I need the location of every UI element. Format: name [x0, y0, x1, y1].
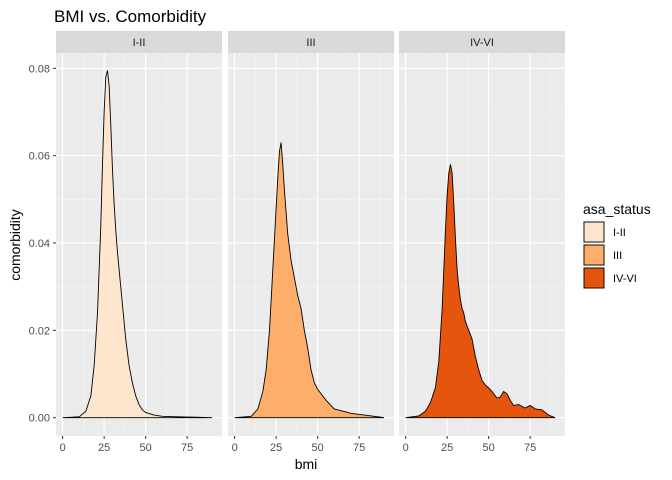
legend-label: I-II: [613, 227, 626, 239]
x-tick-label: 50: [140, 442, 152, 454]
density-area: [234, 142, 385, 419]
x-tick-label: 75: [181, 442, 193, 454]
density-area: [405, 164, 556, 419]
x-tick-label: 50: [312, 442, 324, 454]
panel-background: [56, 53, 222, 436]
facet-strip: [228, 31, 394, 53]
x-tick-label: 0: [60, 442, 66, 454]
y-axis-title: comorbidity: [7, 209, 23, 281]
chart-title: BMI vs. Comorbidity: [54, 7, 207, 26]
facet-panel: I-II: [56, 31, 222, 436]
x-tick-label: 50: [483, 442, 495, 454]
legend-swatch: [583, 221, 605, 243]
facet-panel: III: [228, 31, 394, 436]
x-tick-label: 0: [403, 442, 409, 454]
legend: asa_status I-II III IV-VI: [583, 201, 651, 289]
y-tick-label: 0.08: [29, 63, 50, 75]
facet-strip-label: III: [306, 37, 315, 49]
x-axis: 0 25 50 75 0 25 50 75 0 25 50 75: [60, 436, 536, 454]
density-area: [62, 70, 213, 419]
legend-label: IV-VI: [613, 273, 637, 285]
x-tick-label: 75: [353, 442, 365, 454]
facet-strip: [399, 31, 565, 53]
x-axis-title: bmi: [295, 456, 318, 472]
facet-panel: IV-VI: [399, 31, 565, 436]
x-tick-label: 25: [441, 442, 453, 454]
x-tick-label: 75: [524, 442, 536, 454]
legend-title: asa_status: [583, 201, 651, 217]
y-tick-label: 0.02: [29, 325, 50, 337]
legend-label: III: [613, 250, 622, 262]
facet-strip-label: IV-VI: [470, 37, 494, 49]
x-tick-label: 0: [232, 442, 238, 454]
y-tick-label: 0.06: [29, 151, 50, 163]
legend-swatch: [583, 267, 605, 289]
y-tick-label: 0.04: [29, 238, 50, 250]
panel-background: [399, 53, 565, 436]
y-tick-label: 0.00: [29, 413, 50, 425]
facet-strip: [56, 31, 222, 53]
x-tick-label: 25: [270, 442, 282, 454]
legend-swatch: [583, 244, 605, 266]
facet-panels: I-II III IV-VI: [56, 31, 565, 436]
x-tick-label: 25: [98, 442, 110, 454]
facet-strip-label: I-II: [133, 37, 146, 49]
y-axis: 0.00 0.02 0.04 0.06 0.08: [29, 63, 56, 425]
